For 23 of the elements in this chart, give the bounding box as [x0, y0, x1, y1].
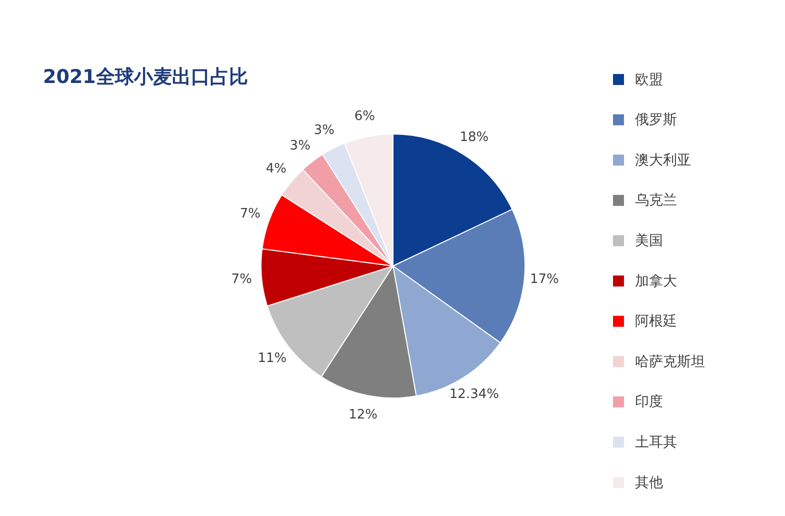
- data-label: 11%: [258, 350, 287, 366]
- legend-label: 乌克兰: [635, 192, 677, 209]
- legend-label: 印度: [635, 394, 663, 410]
- data-label: 6%: [354, 109, 375, 124]
- data-label: 3%: [314, 123, 335, 138]
- legend-label: 俄罗斯: [635, 112, 677, 128]
- legend-label: 欧盟: [635, 72, 663, 88]
- data-label: 17%: [530, 272, 559, 288]
- legend-label: 美国: [635, 233, 663, 250]
- legend-label: 加拿大: [635, 273, 677, 290]
- data-label: 7%: [240, 206, 261, 222]
- data-label: 18%: [460, 130, 489, 146]
- data-label: 12.34%: [449, 387, 499, 402]
- legend-label: 澳大利亚: [635, 152, 691, 168]
- legend-label: 哈萨克斯坦: [635, 354, 705, 370]
- data-label: 3%: [290, 138, 310, 154]
- chart-title: 2021全球小麦出口占比: [43, 66, 248, 88]
- legend-label: 其他: [635, 474, 663, 491]
- legend-label: 土耳其: [635, 434, 677, 451]
- data-label: 4%: [266, 161, 286, 176]
- data-label: 12%: [348, 408, 378, 423]
- data-label: 7%: [231, 272, 252, 288]
- legend-label: 阿根廷: [635, 314, 677, 330]
